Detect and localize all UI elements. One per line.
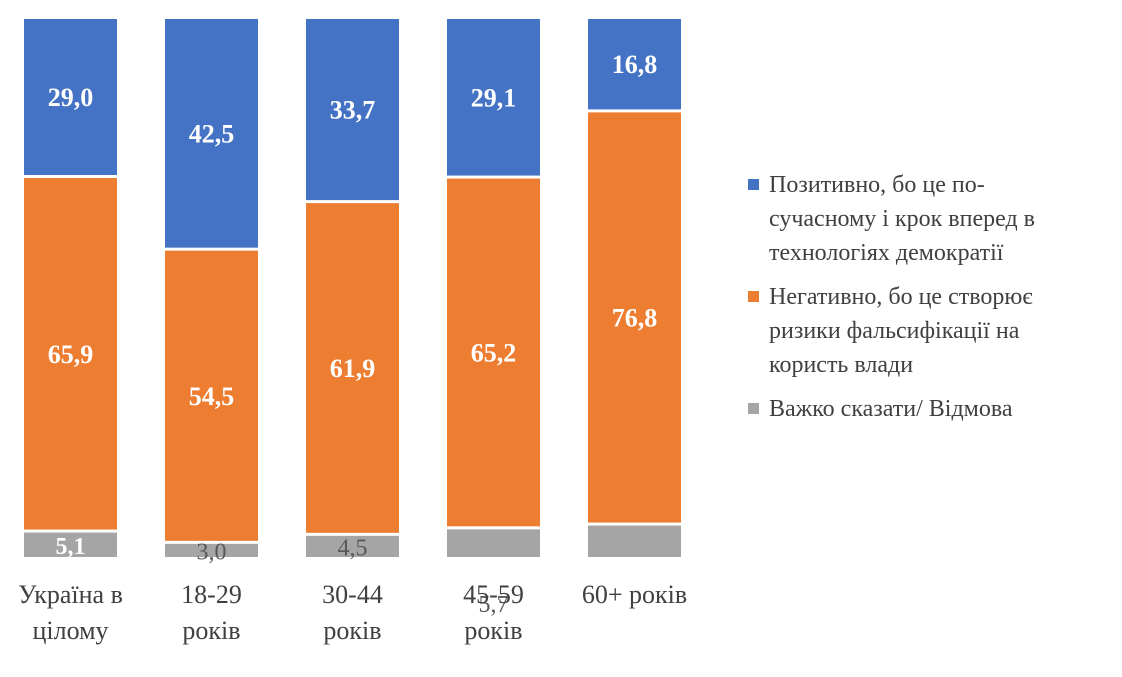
data-label: 29,0 [48, 83, 94, 112]
bar-segment [165, 19, 258, 248]
legend-label-negative: Негативно, бо це створює ризики фальсифі… [769, 284, 1033, 378]
x-axis-tick-label: 18-29 [181, 580, 242, 609]
bar-segment [24, 178, 117, 530]
bar-segment [306, 535, 399, 557]
data-label: 29,1 [471, 83, 517, 112]
legend-label-positive: Позитивно, бо це по- сучасному і крок вп… [769, 172, 1035, 266]
legend-item-negative: Негативно, бо це створює ризики фальсифі… [748, 280, 1108, 382]
data-label: 16,8 [612, 50, 658, 79]
bar-segment [24, 19, 117, 176]
legend-item-hard-to-say: Важко сказати/ Відмова [748, 392, 1108, 426]
bar-segment [306, 19, 399, 201]
data-label: 5,1 [56, 534, 86, 560]
legend-swatch-hard-to-say [748, 403, 759, 414]
x-axis-tick-label: 60+ років [582, 580, 687, 609]
bar-segment [165, 250, 258, 541]
legend-swatch-negative [748, 291, 759, 302]
bar-segment [447, 178, 540, 527]
data-label: 65,2 [471, 338, 517, 367]
data-label: 4,5 [338, 535, 368, 561]
bar-segment [447, 19, 540, 176]
x-axis-tick-label: 45-59 [463, 580, 524, 609]
bar-segment [588, 525, 681, 557]
x-axis-tick-label: років [182, 616, 240, 645]
data-label: 54,5 [189, 382, 235, 411]
x-axis-tick-label: років [323, 616, 381, 645]
x-axis-tick-label: 30-44 [322, 580, 383, 609]
data-label: 76,8 [612, 303, 658, 332]
x-axis-tick-label: років [464, 616, 522, 645]
bar-segment [588, 112, 681, 523]
data-label: 65,9 [48, 340, 94, 369]
data-label: 61,9 [330, 354, 376, 383]
bar-segment [588, 19, 681, 110]
bar-segment [165, 543, 258, 557]
data-label: 3,0 [197, 539, 227, 565]
bar-segment [306, 203, 399, 533]
data-label: 42,5 [189, 119, 235, 148]
legend: Позитивно, бо це по- сучасному і крок вп… [748, 168, 1108, 436]
legend-item-positive: Позитивно, бо це по- сучасному і крок вп… [748, 168, 1108, 270]
x-axis-tick-label: цілому [32, 616, 108, 645]
x-axis-tick-label: Україна в [18, 580, 123, 609]
data-label: 5,7 [479, 592, 509, 618]
data-label: 33,7 [330, 96, 376, 125]
legend-label-hard-to-say: Важко сказати/ Відмова [769, 396, 1013, 422]
bar-segment [24, 532, 117, 557]
bar-segment [447, 529, 540, 557]
legend-swatch-positive [748, 179, 759, 190]
